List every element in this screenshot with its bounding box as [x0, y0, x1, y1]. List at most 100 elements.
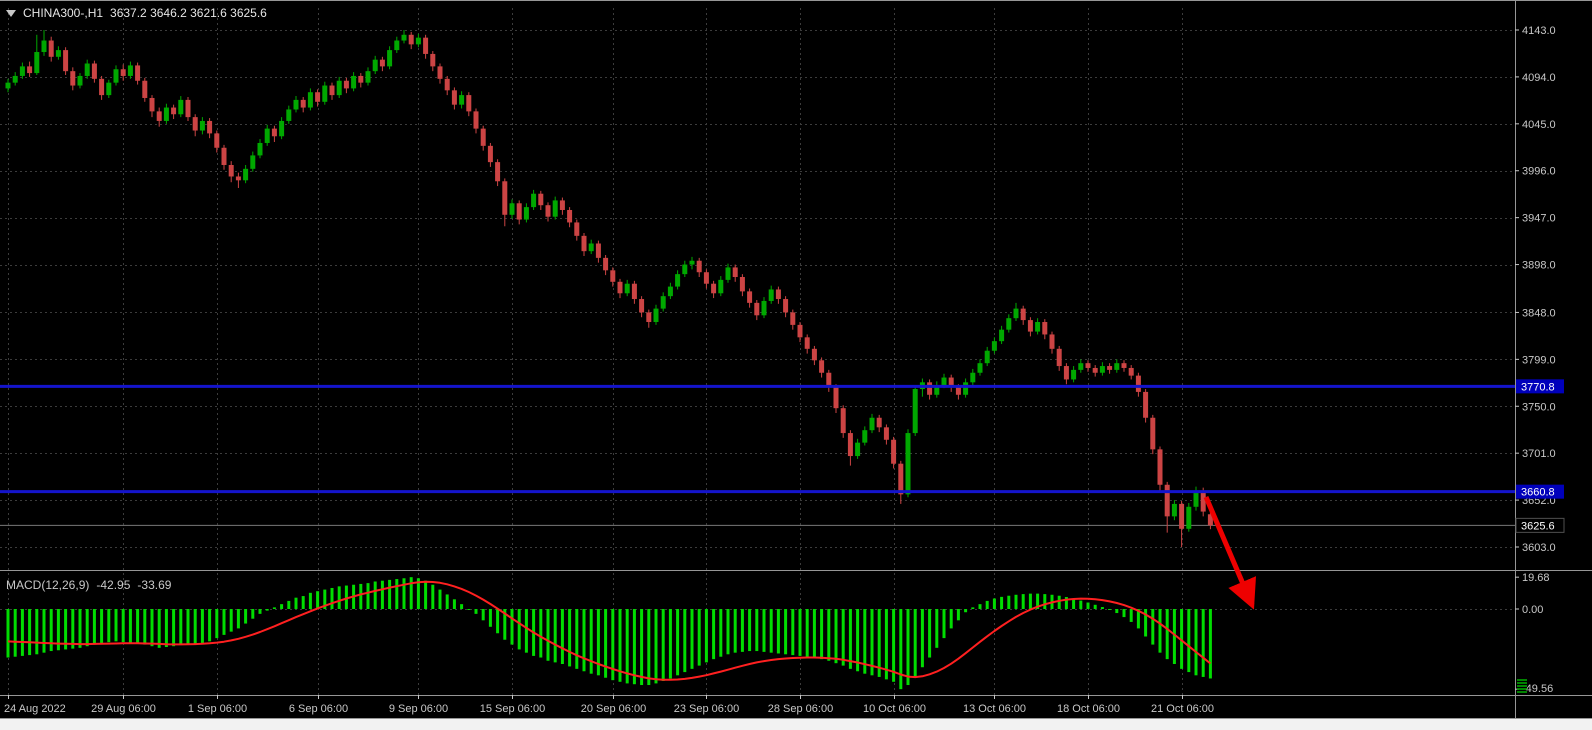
candle-body	[1186, 506, 1192, 529]
chart-symbol-header: CHINA300-,H1 3637.2 3646.2 3621.6 3625.6	[6, 7, 267, 19]
macd-histogram-bar	[1057, 595, 1061, 609]
candle-body	[639, 299, 645, 313]
candle-body	[228, 164, 234, 177]
macd-histogram-bar	[1093, 604, 1097, 609]
macd-histogram-bar	[870, 609, 874, 676]
candle-body	[12, 75, 18, 83]
candle-body	[912, 389, 918, 434]
candle-body	[264, 128, 270, 143]
symbol-dropdown-icon[interactable]	[6, 9, 16, 17]
macd-histogram-bar	[654, 609, 658, 684]
macd-histogram-bar	[452, 599, 456, 609]
candle-body	[819, 360, 825, 373]
macd-histogram-bar	[1201, 609, 1205, 677]
candle-body	[199, 120, 205, 131]
candle-body	[1006, 318, 1012, 330]
macd-histogram-bar	[971, 607, 975, 609]
candle-body	[1027, 320, 1033, 332]
candle-body	[711, 283, 717, 294]
macd-histogram-bar	[64, 609, 68, 650]
candle-body	[379, 59, 385, 67]
macd-histogram-bar	[157, 609, 161, 648]
candle-body	[55, 50, 61, 57]
macd-histogram-bar	[1086, 602, 1090, 609]
price-axis-label: 4094.0	[1522, 72, 1556, 84]
macd-histogram-bar	[956, 609, 960, 621]
candle-body	[624, 283, 630, 294]
macd-indicator	[6, 577, 1212, 690]
candle-body	[293, 99, 299, 110]
macd-histogram-bar	[344, 585, 348, 609]
macd-histogram-bar	[121, 609, 125, 643]
macd-histogram-bar	[445, 594, 449, 609]
macd-histogram-bar	[712, 609, 716, 660]
macd-histogram-bar	[481, 609, 485, 621]
candle-body	[149, 97, 155, 112]
macd-histogram-bar	[841, 609, 845, 666]
candle-body	[250, 155, 256, 169]
macd-histogram-bar	[856, 609, 860, 672]
macd-histogram-bar	[791, 609, 795, 656]
macd-histogram-bar	[762, 609, 766, 652]
candle-body	[495, 162, 501, 182]
macd-histogram-bar	[740, 609, 744, 652]
candle-body	[5, 82, 11, 89]
candle-body	[523, 207, 529, 220]
macd-histogram-bar	[42, 609, 46, 653]
macd-histogram-bar	[575, 609, 579, 669]
candle-body	[747, 291, 753, 303]
candle-body	[1013, 308, 1019, 319]
macd-histogram-bar	[143, 609, 147, 645]
price-axis-label: 3799.0	[1522, 354, 1556, 366]
candle-body	[1164, 484, 1170, 517]
macd-histogram-bar	[373, 581, 377, 609]
macd-histogram-bar	[409, 577, 413, 609]
candle-body	[891, 439, 897, 464]
macd-histogram-bar	[776, 609, 780, 654]
candle-body	[243, 168, 249, 181]
current-price-tag-text: 3625.6	[1521, 520, 1555, 532]
macd-histogram-bar	[359, 583, 363, 609]
candle-body	[387, 50, 393, 67]
candle-body	[430, 53, 436, 67]
time-axis-label: 24 Aug 2022	[4, 703, 66, 715]
macd-histogram-bar	[942, 609, 946, 639]
macd-histogram-bar	[92, 609, 96, 645]
macd-histogram-bar	[164, 609, 168, 648]
candle-body	[336, 80, 342, 96]
candle-body	[955, 387, 961, 395]
macd-histogram-bar	[71, 609, 75, 649]
pane-resize-grip[interactable]	[1517, 679, 1527, 693]
macd-histogram-bar	[596, 609, 600, 676]
macd-histogram-bar	[560, 609, 564, 664]
candle-body	[120, 69, 126, 76]
macd-histogram-bar	[323, 589, 327, 609]
candle-body	[415, 37, 421, 45]
macd-axis-label: 0.00	[1522, 604, 1543, 616]
macd-histogram-bar	[726, 609, 730, 655]
candle-body	[451, 90, 457, 105]
candle-body	[502, 181, 508, 215]
candle-body	[840, 408, 846, 434]
macd-histogram-bar	[431, 584, 435, 609]
macd-histogram-bar	[877, 609, 881, 677]
macd-histogram-bar	[467, 609, 471, 610]
macd-histogram-bar	[416, 578, 420, 609]
candle-body	[811, 348, 817, 361]
candle-body	[516, 203, 522, 220]
candle-body	[905, 433, 911, 495]
macd-histogram-bar	[1158, 609, 1162, 653]
macd-histogram-bar	[258, 609, 262, 614]
candle-body	[682, 264, 688, 275]
candle-body	[1128, 367, 1134, 376]
candle-body	[423, 37, 429, 54]
candle-body	[178, 99, 184, 115]
macd-histogram-bar	[589, 609, 593, 674]
trend-arrow-annotation	[1203, 496, 1257, 610]
candle-body	[739, 277, 745, 292]
macd-histogram-bar	[1100, 607, 1104, 609]
price-axis-label: 3898.0	[1522, 260, 1556, 272]
macd-histogram-bar	[510, 609, 514, 645]
macd-histogram-bar	[949, 609, 953, 629]
